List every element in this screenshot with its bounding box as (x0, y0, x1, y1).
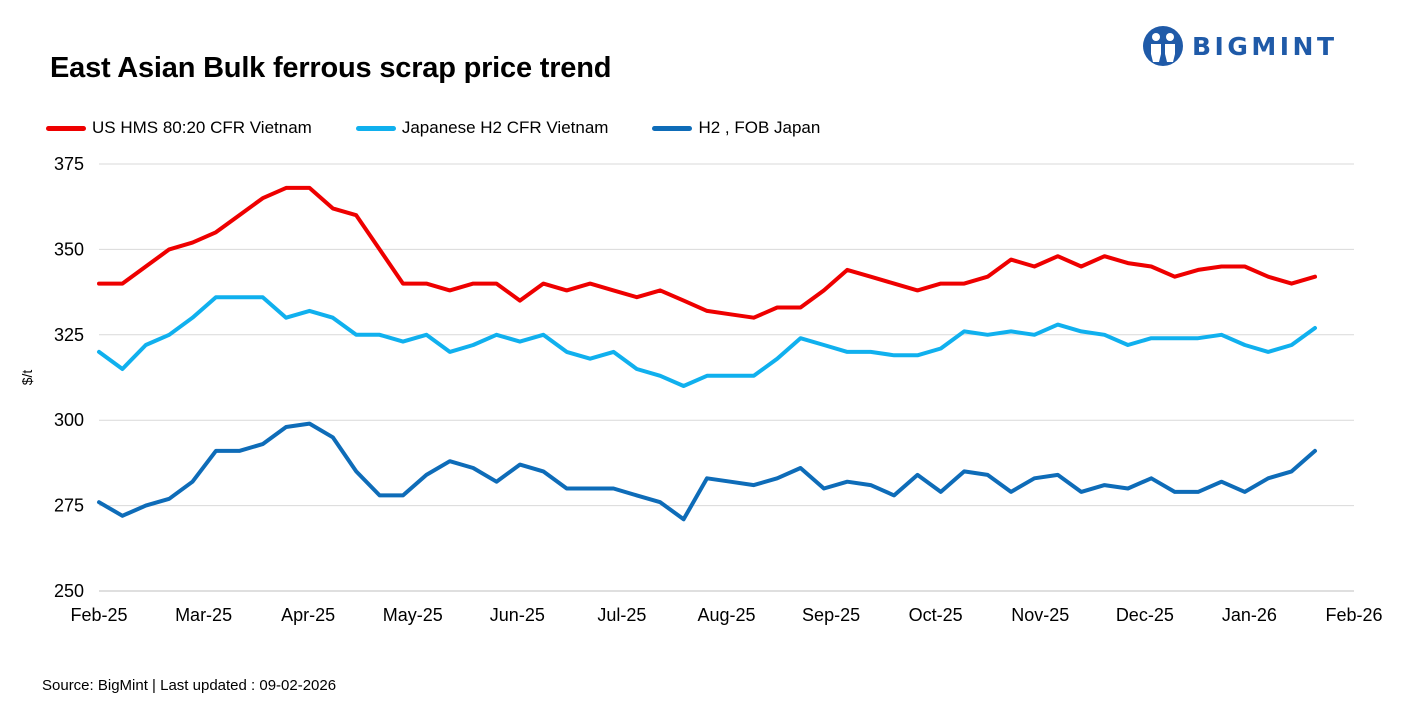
y-axis-title: $/t (19, 370, 35, 386)
source-note: Source: BigMint | Last updated : 09-02-2… (42, 677, 337, 694)
x-tick-label-feb-26: Feb-26 (1325, 605, 1382, 625)
y-tick-label-275: 275 (54, 496, 84, 516)
legend: US HMS 80:20 CFR Vietnam Japanese H2 CFR… (46, 117, 864, 139)
legend-label-h2-fob-japan: H2 , FOB Japan (698, 118, 821, 137)
bigmint-logo: BIGMINT (1142, 24, 1338, 68)
y-tick-label-350: 350 (54, 239, 84, 259)
grid-layer (99, 163, 1354, 592)
chart-title: East Asian Bulk ferrous scrap price tren… (50, 52, 612, 84)
legend-label-us-hms: US HMS 80:20 CFR Vietnam (92, 118, 312, 137)
legend-item-us-hms: US HMS 80:20 CFR Vietnam (46, 118, 312, 138)
x-tick-label-jul-25: Jul-25 (597, 605, 646, 625)
series-line-h2-fob-japan (97, 421, 1317, 522)
x-tick-label-apr-25: Apr-25 (281, 605, 335, 625)
logo-text: BIGMINT (1192, 31, 1338, 61)
x-tick-label-aug-25: Aug-25 (697, 605, 755, 625)
legend-swatch-h2-fob-japan (652, 125, 693, 131)
x-tick-label-dec-25: Dec-25 (1116, 605, 1174, 625)
x-tick-label-mar-25: Mar-25 (175, 605, 232, 625)
x-tick-label-feb-25: Feb-25 (70, 605, 127, 625)
y-tick-label-325: 325 (54, 325, 84, 345)
legend-swatch-us-hms (46, 125, 86, 131)
x-tick-label-may-25: May-25 (383, 605, 443, 625)
y-tick-label-250: 250 (54, 581, 84, 601)
legend-item-h2-fob-japan: H2 , FOB Japan (652, 118, 820, 138)
bigmint-logo-icon (1143, 26, 1183, 66)
series-line-japanese-h2 (97, 295, 1317, 388)
legend-swatch-japanese-h2 (355, 125, 396, 131)
x-tick-label-jun-25: Jun-25 (490, 605, 545, 625)
y-tick-label-300: 300 (54, 410, 84, 430)
series-layer (97, 185, 1317, 522)
legend-item-japanese-h2: Japanese H2 CFR Vietnam (355, 118, 609, 138)
legend-label-japanese-h2: Japanese H2 CFR Vietnam (401, 118, 609, 137)
x-tick-label-oct-25: Oct-25 (909, 605, 963, 625)
x-tick-label-sep-25: Sep-25 (802, 605, 860, 625)
x-tick-label-nov-25: Nov-25 (1011, 605, 1069, 625)
x-tick-label-jan-26: Jan-26 (1222, 605, 1277, 625)
y-tick-label-375: 375 (54, 154, 84, 174)
series-line-us-hms (97, 185, 1317, 320)
axis-layer: 250 275 300 325 350 375 Feb-25 Mar-25 Apr-25 May-… (19, 154, 1383, 625)
